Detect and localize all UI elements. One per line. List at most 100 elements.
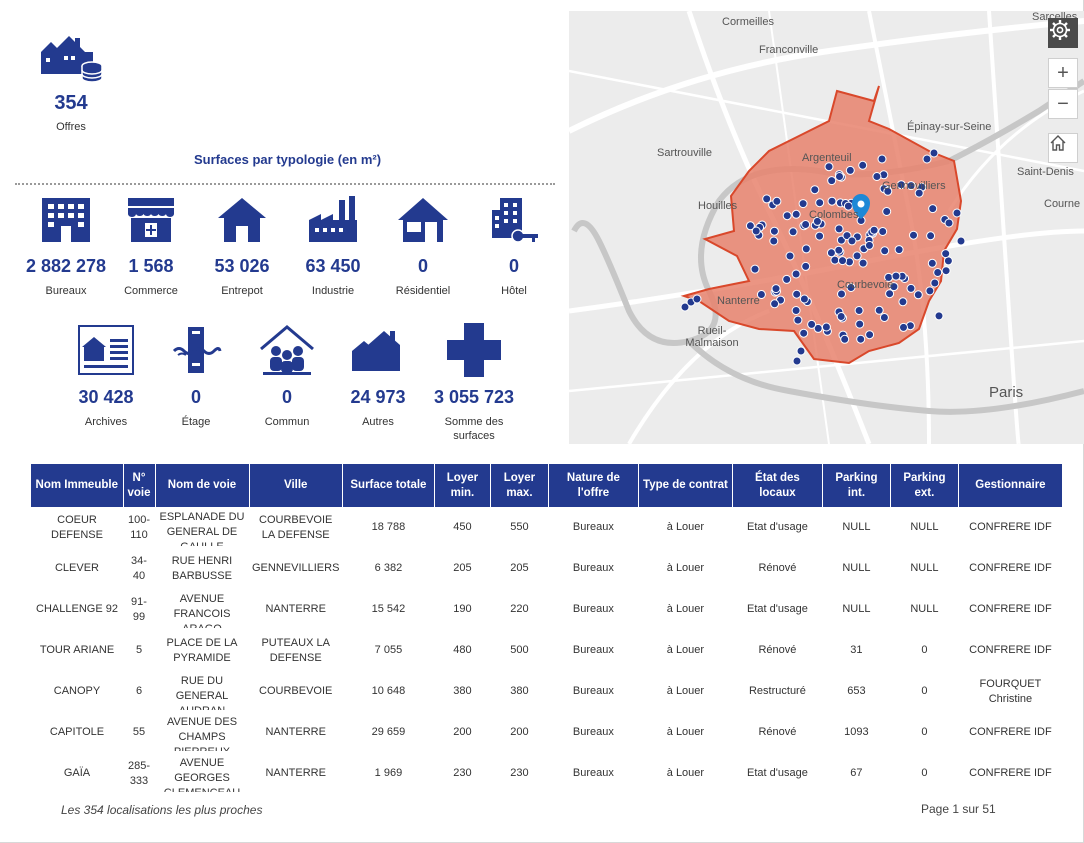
map-marker[interactable] xyxy=(835,172,844,181)
map-marker[interactable] xyxy=(834,245,844,255)
map-marker[interactable] xyxy=(788,227,798,237)
column-header[interactable]: Type de contrat xyxy=(638,464,733,507)
map-marker[interactable] xyxy=(782,274,792,284)
map-marker[interactable] xyxy=(922,154,932,164)
map-marker[interactable] xyxy=(883,186,893,196)
map-marker[interactable] xyxy=(878,227,888,236)
column-header[interactable]: Surface totale xyxy=(342,464,435,507)
map-marker[interactable] xyxy=(838,256,847,266)
map-marker[interactable] xyxy=(680,302,690,312)
map-marker[interactable] xyxy=(944,218,954,228)
map-marker[interactable] xyxy=(930,278,940,288)
column-header[interactable]: Nature de l'offre xyxy=(548,464,639,507)
map-marker[interactable] xyxy=(791,269,801,279)
map-marker[interactable] xyxy=(956,236,966,246)
map-marker[interactable] xyxy=(914,188,924,198)
column-header[interactable]: Nom de voie xyxy=(155,464,250,507)
map-marker[interactable] xyxy=(894,245,904,255)
map-marker[interactable] xyxy=(798,199,808,209)
map-marker[interactable] xyxy=(750,264,760,274)
map-marker[interactable] xyxy=(847,236,857,246)
map-marker[interactable] xyxy=(799,328,809,338)
map-marker[interactable] xyxy=(824,162,834,172)
map-marker[interactable] xyxy=(885,289,895,299)
map-marker[interactable] xyxy=(791,306,801,315)
column-header[interactable]: Loyer min. xyxy=(434,464,491,507)
map-marker[interactable] xyxy=(869,225,879,235)
map-marker[interactable] xyxy=(769,236,779,246)
map-marker[interactable] xyxy=(906,283,916,293)
map-canvas[interactable] xyxy=(569,11,1084,444)
map-markers[interactable] xyxy=(680,148,966,366)
map-marker[interactable] xyxy=(941,266,951,276)
map-marker[interactable] xyxy=(925,286,935,296)
map-marker[interactable] xyxy=(801,220,811,229)
map-marker[interactable] xyxy=(807,319,817,329)
map-marker[interactable] xyxy=(898,297,908,307)
map-marker[interactable] xyxy=(906,181,916,191)
map-marker[interactable] xyxy=(865,330,875,340)
map-marker[interactable] xyxy=(880,246,890,256)
map-marker[interactable] xyxy=(762,194,772,204)
map-marker[interactable] xyxy=(836,312,846,321)
map-marker[interactable] xyxy=(899,322,908,332)
zoom-out-button[interactable]: − xyxy=(1048,89,1078,119)
column-header[interactable]: Parking ext. xyxy=(890,464,959,507)
column-header[interactable]: Nom Immeuble xyxy=(31,464,124,507)
column-header[interactable]: N° voie xyxy=(123,464,156,507)
map-marker[interactable] xyxy=(929,148,939,158)
map-settings-button[interactable] xyxy=(1048,18,1078,48)
map-marker[interactable] xyxy=(856,334,866,344)
map-marker[interactable] xyxy=(858,160,868,170)
table-row[interactable]: TOUR ARIANE 5 PLACE DE LA PYRAMIDE PUTEAUX … xyxy=(31,630,1062,671)
map-marker[interactable] xyxy=(793,315,803,325)
map-marker[interactable] xyxy=(801,261,811,271)
map-marker[interactable] xyxy=(852,251,862,261)
column-header[interactable]: Gestionnaire xyxy=(958,464,1063,507)
map-marker[interactable] xyxy=(810,185,820,195)
map-marker[interactable] xyxy=(879,313,889,322)
home-extent-button[interactable] xyxy=(1048,133,1078,163)
table-row[interactable]: CLEVER 34-40 RUE HENRI BARBUSSE GENNEVILLIE… xyxy=(31,548,1062,589)
map-marker[interactable] xyxy=(827,176,837,186)
map-marker[interactable] xyxy=(792,356,802,366)
zoom-in-button[interactable]: + xyxy=(1048,58,1078,88)
column-header[interactable]: État des locaux xyxy=(732,464,823,507)
table-row[interactable]: GAÏA 285-333 AVENUE GEORGES CLEMENCEAU NANT… xyxy=(31,753,1062,794)
pagination-text[interactable]: Page 1 sur 51 xyxy=(921,802,996,816)
map-marker[interactable] xyxy=(845,165,855,175)
map-marker[interactable] xyxy=(792,289,802,299)
map-marker[interactable] xyxy=(909,230,918,240)
map-view[interactable]: Cormeilles Franconville Épinay-sur-Seine… xyxy=(569,11,1084,444)
table-row[interactable]: COEUR DEFENSE 100-110 ESPLANADE DU GENERAL… xyxy=(31,507,1062,548)
map-marker[interactable] xyxy=(889,282,899,292)
map-marker[interactable] xyxy=(846,283,856,292)
map-marker[interactable] xyxy=(799,294,809,304)
map-marker[interactable] xyxy=(756,290,766,299)
selected-location-pin[interactable] xyxy=(852,194,870,219)
map-marker[interactable] xyxy=(791,209,801,219)
map-marker[interactable] xyxy=(769,226,779,236)
table-row[interactable]: CHALLENGE 92 91-99 AVENUE FRANCOIS ARAGO NA… xyxy=(31,589,1062,630)
map-marker[interactable] xyxy=(854,306,864,315)
map-marker[interactable] xyxy=(812,216,822,226)
map-marker[interactable] xyxy=(815,198,825,208)
map-marker[interactable] xyxy=(913,290,923,300)
map-marker[interactable] xyxy=(927,258,937,268)
column-header[interactable]: Loyer max. xyxy=(490,464,549,507)
map-marker[interactable] xyxy=(896,180,906,190)
map-marker[interactable] xyxy=(772,196,782,206)
map-marker[interactable] xyxy=(877,154,887,164)
map-marker[interactable] xyxy=(864,240,874,250)
map-marker[interactable] xyxy=(834,224,844,234)
column-header[interactable]: Ville xyxy=(249,464,343,507)
map-marker[interactable] xyxy=(933,268,943,277)
map-marker[interactable] xyxy=(891,271,901,281)
map-marker[interactable] xyxy=(840,334,850,344)
map-marker[interactable] xyxy=(826,248,836,258)
map-marker[interactable] xyxy=(882,207,892,216)
map-marker[interactable] xyxy=(926,231,936,241)
map-marker[interactable] xyxy=(796,346,806,356)
map-marker[interactable] xyxy=(782,211,792,221)
map-marker[interactable] xyxy=(872,172,882,181)
